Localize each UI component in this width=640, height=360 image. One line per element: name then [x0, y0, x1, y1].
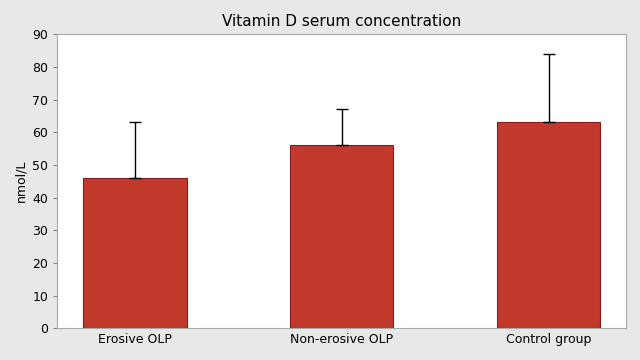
Bar	[290, 145, 394, 328]
Bar	[497, 122, 600, 328]
Bar	[83, 178, 187, 328]
Title: Vitamin D serum concentration: Vitamin D serum concentration	[222, 14, 461, 29]
Y-axis label: nmol/L: nmol/L	[14, 160, 27, 202]
